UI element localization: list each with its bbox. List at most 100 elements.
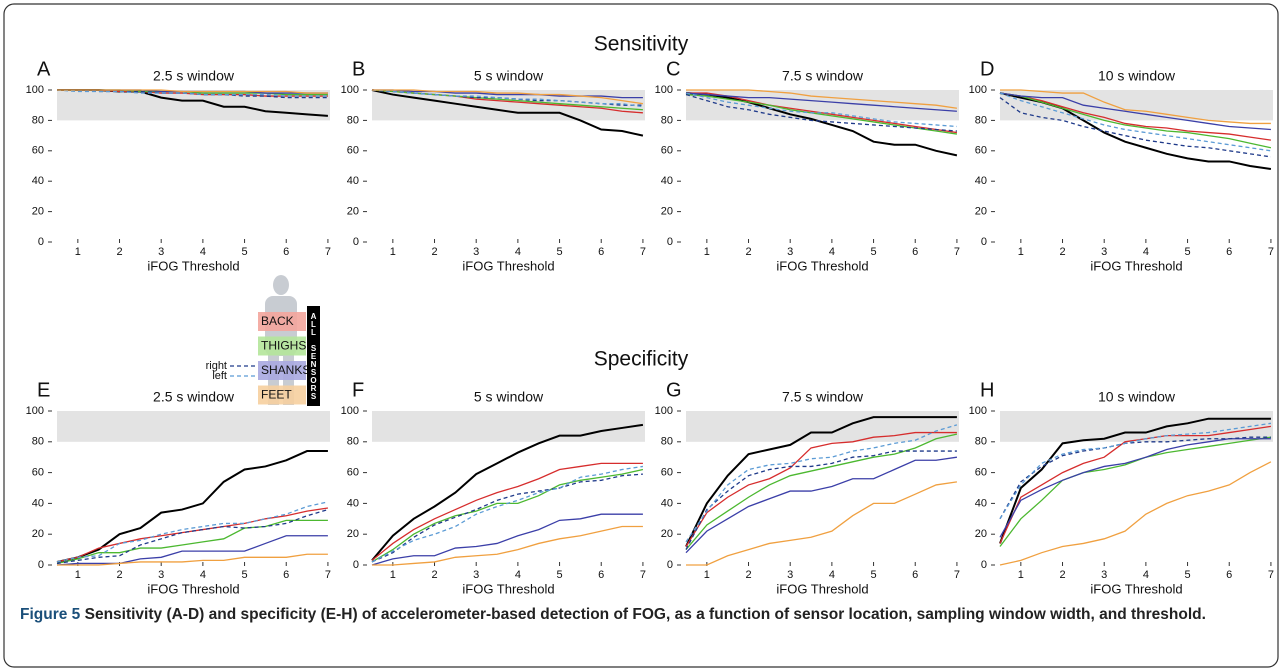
- shaded-band: [372, 411, 645, 442]
- series-line: [999, 461, 1272, 566]
- x-tick-label: 7: [325, 246, 331, 258]
- y-tick-label: 80: [347, 114, 359, 126]
- x-tick-label: 6: [598, 246, 604, 258]
- legend-label: THIGHS: [261, 339, 306, 353]
- caption-text: Sensitivity (A-D) and specificity (E-H) …: [84, 606, 1206, 623]
- series-line: [372, 89, 643, 99]
- series-line: [999, 97, 1272, 158]
- series-line: [57, 89, 328, 94]
- x-tick-label: 3: [473, 246, 479, 258]
- y-tick-label: 80: [661, 114, 673, 126]
- x-tick-label: 2: [1059, 246, 1065, 258]
- panel-title: 2.5 s window: [153, 389, 235, 405]
- x-tick-label: 4: [200, 569, 206, 581]
- series-line: [371, 513, 643, 566]
- series-line: [56, 450, 328, 563]
- x-tick-label: 2: [431, 569, 437, 581]
- series-line: [999, 436, 1272, 547]
- series-line: [685, 92, 957, 112]
- y-tick-label: 80: [32, 436, 44, 448]
- series-line: [56, 519, 328, 565]
- x-tick-label: 1: [704, 569, 710, 581]
- x-tick-label: 4: [515, 246, 521, 258]
- y-tick-label: 60: [975, 467, 987, 479]
- y-tick-label: 80: [661, 436, 673, 448]
- legend-label: SHANKS: [261, 363, 310, 377]
- y-tick-label: 100: [341, 405, 359, 417]
- series-line: [685, 450, 957, 550]
- y-tick-label: 0: [38, 236, 44, 248]
- series-line: [999, 422, 1272, 520]
- y-tick-label: 40: [975, 497, 987, 509]
- series-line: [56, 535, 328, 566]
- series-line: [685, 431, 957, 547]
- y-tick-label: 40: [32, 175, 44, 187]
- series-line: [56, 501, 329, 563]
- series-line: [372, 525, 643, 566]
- x-tick-label: 6: [1226, 569, 1232, 581]
- x-tick-label: 5: [556, 246, 562, 258]
- legend-swatch: [258, 312, 306, 331]
- x-tick-label: 2: [1059, 569, 1065, 581]
- series-line: [371, 473, 643, 563]
- x-tick-label: 6: [283, 569, 289, 581]
- y-tick-label: 60: [32, 145, 44, 157]
- series-line: [56, 508, 329, 565]
- y-tick-label: 80: [32, 114, 44, 126]
- section-title: Sensitivity: [594, 33, 689, 56]
- y-tick-label: 40: [347, 497, 359, 509]
- x-tick-label: 6: [912, 569, 918, 581]
- panel-letter: E: [37, 379, 50, 401]
- x-tick-label: 4: [829, 246, 835, 258]
- panel-letter: H: [980, 379, 994, 401]
- series-line: [685, 433, 958, 551]
- y-tick-label: 40: [347, 175, 359, 187]
- series-line: [999, 425, 1272, 544]
- series-line: [57, 553, 328, 566]
- shaded-band: [686, 411, 959, 442]
- x-tick-label: 1: [75, 246, 81, 258]
- caption: Figure 5 Sensitivity (A-D) and specifici…: [20, 604, 1260, 626]
- y-tick-label: 100: [655, 405, 673, 417]
- y-tick-label: 100: [969, 405, 987, 417]
- y-tick-label: 40: [661, 497, 673, 509]
- panel-letter: G: [666, 379, 682, 401]
- series-line: [685, 92, 958, 157]
- panel-title: 7.5 s window: [782, 389, 864, 405]
- x-tick-label: 7: [325, 569, 331, 581]
- y-tick-label: 0: [353, 559, 359, 571]
- x-tick-label: 4: [829, 569, 835, 581]
- y-tick-label: 40: [975, 175, 987, 187]
- x-axis-label: iFOG Threshold: [462, 258, 554, 273]
- legend-label: BACK: [261, 314, 294, 328]
- legend-label: FEET: [261, 388, 292, 402]
- y-tick-label: 20: [975, 528, 987, 540]
- x-tick-label: 4: [200, 246, 206, 258]
- shaded-band: [57, 411, 330, 442]
- x-tick-label: 4: [515, 569, 521, 581]
- y-tick-label: 40: [32, 497, 44, 509]
- series-line: [685, 93, 958, 135]
- y-tick-label: 20: [347, 528, 359, 540]
- x-tick-label: 4: [1143, 569, 1149, 581]
- series-line: [686, 89, 958, 109]
- series-line: [56, 507, 329, 563]
- x-tick-label: 7: [954, 246, 960, 258]
- panel-title: 5 s window: [474, 389, 544, 405]
- legend-swatch: [258, 361, 306, 380]
- series-line: [685, 424, 958, 543]
- series-line: [371, 423, 644, 562]
- x-tick-label: 4: [1143, 246, 1149, 258]
- shaded-band: [1000, 411, 1273, 442]
- y-tick-label: 40: [661, 175, 673, 187]
- x-tick-label: 2: [116, 246, 122, 258]
- y-tick-label: 20: [32, 528, 44, 540]
- x-tick-label: 3: [787, 246, 793, 258]
- y-tick-label: 60: [347, 145, 359, 157]
- x-tick-label: 5: [870, 246, 876, 258]
- x-tick-label: 7: [640, 246, 646, 258]
- panel-title: 2.5 s window: [153, 68, 235, 84]
- x-tick-label: 5: [1184, 246, 1190, 258]
